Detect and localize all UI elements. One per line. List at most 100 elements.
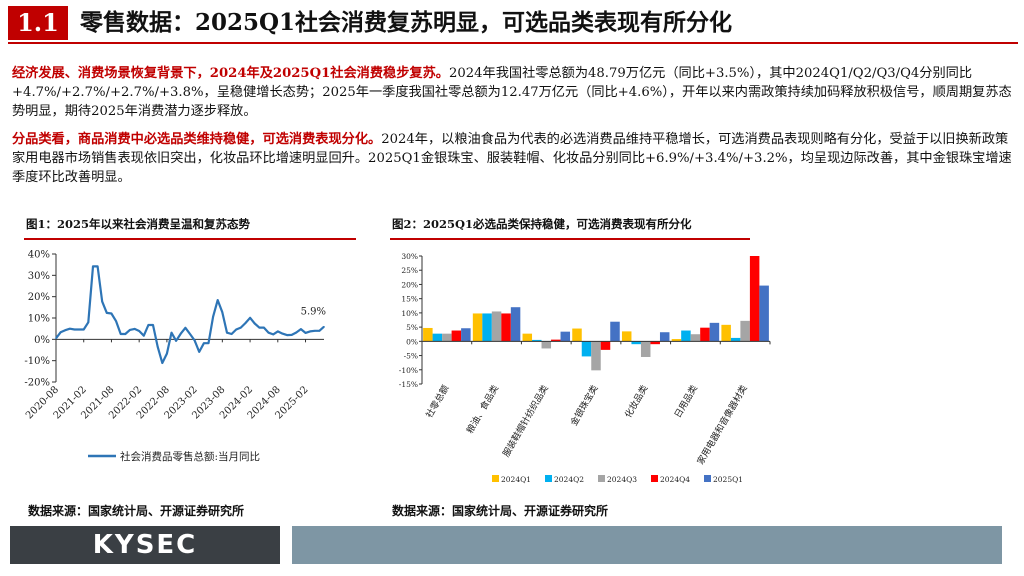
bar-2025Q1-5 (709, 322, 720, 342)
bar-2024Q1-1 (472, 313, 483, 342)
data-point (170, 331, 173, 334)
data-point (253, 322, 256, 325)
section-number-badge: 1.1 (8, 6, 68, 40)
data-point (142, 334, 145, 337)
figure2-source: 数据来源：国家统计局、开源证券研究所 (392, 504, 609, 518)
data-point (258, 326, 261, 329)
bar-2024Q3-4 (640, 341, 651, 357)
page-title: 零售数据：2025Q1社会消费复苏明显，可选品类表现有所分化 (80, 9, 733, 36)
y-tick-label: 15% (401, 295, 418, 304)
paragraph-body: 2024年，以粮油食品为代表的必选消费品维持平稳增长，可选消费品表现则略有分化，… (12, 132, 1012, 185)
data-point (64, 329, 67, 331)
y-tick-label: 10% (28, 314, 50, 325)
data-point (203, 342, 205, 344)
series-line-retail-yoy (55, 265, 325, 365)
data-point (318, 330, 321, 332)
paragraph-lead: 经济发展、消费场景恢复背景下，2024年及2025Q1社会消费稳步复苏。 (12, 66, 449, 81)
legend-swatch-2025Q1 (704, 475, 711, 482)
category-label: 服装鞋帽针纺织品类 (500, 383, 551, 459)
bar-2025Q1-4 (659, 332, 670, 342)
y-tick-label: 5% (406, 323, 418, 332)
bar-2024Q3-5 (690, 334, 701, 342)
data-point (295, 331, 298, 334)
data-point (323, 325, 325, 328)
y-tick-label: -5% (404, 352, 418, 361)
bar-2024Q2-6 (730, 337, 741, 342)
data-point (304, 332, 307, 334)
legend-label: 2025Q1 (713, 475, 743, 484)
data-point (59, 331, 62, 334)
legend-swatch-2024Q1 (492, 475, 499, 482)
data-point (138, 330, 140, 332)
paragraph-body: 2024年我国社零总额为48.79万亿元（同比+3.5%），其中2024Q1/Q… (12, 66, 1012, 119)
data-point (240, 326, 242, 329)
category-label: 化妆品类 (622, 383, 650, 420)
data-point (161, 362, 164, 364)
bar-2025Q1-1 (510, 307, 521, 342)
data-point (249, 316, 251, 319)
data-point (286, 334, 288, 336)
category-label: 金银珠宝类 (568, 383, 601, 428)
category-label: 日用品类 (672, 383, 700, 420)
legend-label: 2024Q3 (607, 475, 637, 484)
bar-2024Q2-4 (631, 341, 641, 345)
data-point (212, 315, 214, 318)
data-point (189, 333, 191, 335)
data-point (272, 333, 274, 336)
data-point (152, 324, 154, 326)
data-point (244, 322, 247, 324)
data-point (106, 312, 108, 314)
bar-2024Q3-1 (491, 311, 502, 342)
slide-header: 1.1 零售数据：2025Q1社会消费复苏明显，可选品类表现有所分化 (0, 0, 1024, 44)
retail-sales-line-chart: -20%-10%0%10%20%30%40%2020-082021-022021… (24, 250, 326, 464)
data-point (300, 328, 302, 330)
bar-2024Q1-3 (572, 328, 582, 342)
data-point (226, 331, 228, 334)
figure1-title: 图1：2025年以来社会消费呈温和复苏态势 (26, 217, 251, 231)
data-point (235, 328, 238, 331)
data-point (175, 340, 177, 342)
data-point (115, 320, 117, 322)
kysec-logo: KYSEC (10, 526, 280, 564)
data-point (147, 324, 150, 326)
bar-2024Q3-3 (591, 341, 601, 371)
legend-label: 2024Q1 (501, 475, 531, 484)
y-tick-label: 40% (28, 250, 50, 261)
y-tick-label: 20% (28, 292, 50, 303)
bar-2024Q1-5 (671, 339, 682, 342)
logo-text: KYSEC (92, 530, 198, 560)
data-point (313, 330, 316, 332)
bar-2024Q3-6 (740, 320, 750, 342)
legend-label: 2024Q4 (660, 475, 690, 484)
bar-2024Q2-1 (482, 313, 492, 342)
data-point (87, 321, 90, 324)
data-point (230, 333, 233, 335)
data-point (276, 330, 279, 333)
bar-2024Q4-2 (551, 339, 561, 342)
y-tick-label: -20% (24, 378, 50, 389)
y-tick-label: 30% (401, 252, 418, 261)
data-point (55, 337, 57, 340)
bar-2024Q2-0 (432, 333, 443, 342)
y-tick-label: 0% (406, 337, 418, 346)
data-point (166, 352, 168, 355)
data-point (101, 300, 104, 303)
data-point (193, 339, 196, 342)
data-point (69, 327, 71, 330)
legend-swatch-2024Q3 (598, 475, 605, 482)
data-point (179, 332, 182, 335)
category-label: 粮油、食品类 (464, 383, 501, 436)
bar-2024Q4-0 (451, 330, 462, 342)
bar-2025Q1-0 (461, 328, 471, 342)
legend-swatch-2024Q4 (651, 475, 658, 482)
paragraph-lead: 分品类看，商品消费中必选品类维持稳健，可选消费表现分化。 (12, 132, 382, 147)
y-tick-label: -15% (399, 380, 418, 389)
data-point (290, 334, 293, 336)
data-point (216, 299, 219, 301)
data-label-last: 5.9% (301, 307, 326, 318)
data-point (221, 311, 224, 314)
data-point (198, 351, 201, 353)
legend-label: 社会消费品零售总额:当月同比 (120, 450, 260, 463)
bar-2024Q1-0 (423, 327, 433, 342)
data-point (184, 327, 187, 329)
